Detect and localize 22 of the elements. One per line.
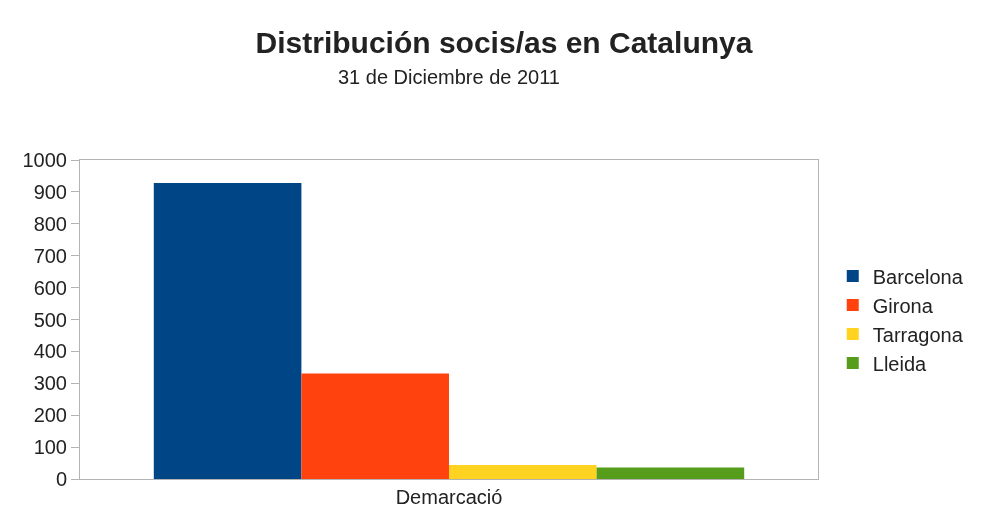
bar bbox=[153, 182, 302, 479]
y-tick-label: 1000 bbox=[22, 149, 67, 171]
y-tick-label: 600 bbox=[33, 276, 67, 299]
legend-label: Barcelona bbox=[872, 265, 964, 288]
chart-title: Distribución socis/as en Catalunya bbox=[255, 25, 753, 59]
y-tick-label: 300 bbox=[33, 372, 67, 395]
x-tick-label: Demarcació bbox=[395, 486, 503, 508]
y-tick-label: 500 bbox=[33, 308, 67, 331]
y-tick-label: 200 bbox=[33, 404, 67, 427]
bar bbox=[301, 373, 449, 479]
legend-label: Girona bbox=[872, 294, 934, 317]
y-tick-label: 900 bbox=[33, 180, 67, 203]
y-tick-label: 700 bbox=[33, 244, 67, 267]
bar bbox=[449, 464, 597, 479]
y-tick-label: 100 bbox=[33, 436, 67, 459]
legend-label: Tarragona bbox=[872, 323, 964, 346]
y-tick-label: 400 bbox=[33, 340, 67, 363]
chart-subtitle: 31 de Diciembre de 2011 bbox=[338, 66, 560, 88]
y-tick-label: 800 bbox=[33, 212, 67, 235]
legend-label: Lleida bbox=[872, 352, 928, 375]
y-tick-label: 0 bbox=[55, 468, 67, 490]
bar bbox=[596, 467, 745, 479]
